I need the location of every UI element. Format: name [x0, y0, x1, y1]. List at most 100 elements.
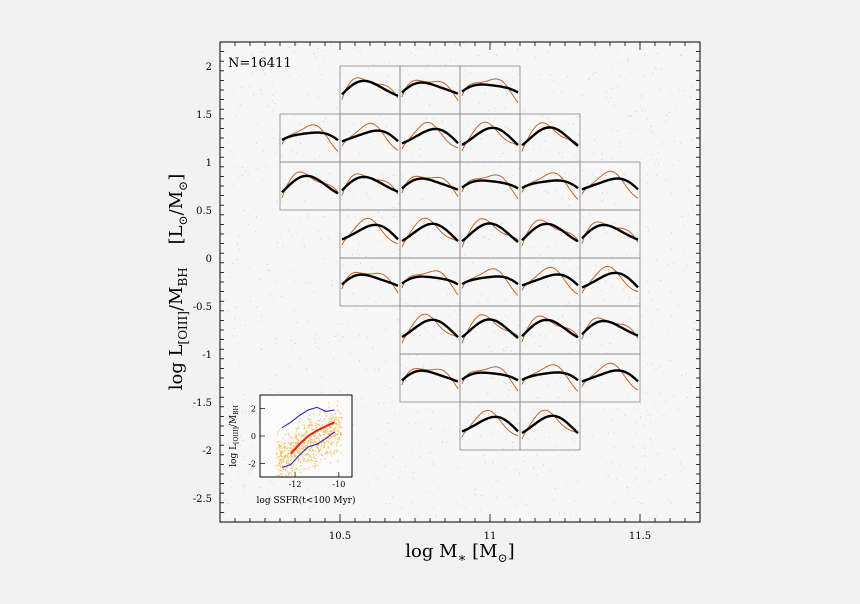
scatter-point [607, 474, 609, 476]
scatter-point [261, 348, 263, 350]
scatter-point [450, 224, 452, 226]
scatter-point [685, 373, 687, 375]
scatter-point [249, 423, 251, 425]
scatter-point [319, 238, 321, 240]
scatter-point [657, 452, 659, 454]
inset-scatter-point [296, 449, 298, 451]
inset-scatter-point [280, 452, 282, 454]
subpanel-orange-curve [461, 121, 519, 152]
scatter-point [396, 319, 398, 320]
scatter-point [543, 464, 545, 466]
scatter-point [669, 181, 671, 183]
scatter-point [613, 222, 615, 224]
inset-scatter-point [322, 441, 324, 443]
scatter-point [428, 231, 430, 233]
inset-scatter-point [332, 424, 334, 426]
scatter-point [487, 300, 489, 301]
scatter-point [307, 215, 309, 217]
scatter-point [373, 478, 375, 480]
scatter-point [618, 228, 620, 230]
scatter-point [577, 267, 579, 268]
scatter-point [394, 377, 396, 379]
inset-scatter-point [290, 442, 292, 444]
scatter-point [419, 456, 421, 457]
inset-scatter-point [332, 442, 334, 444]
scatter-point [556, 178, 558, 180]
scatter-point [434, 304, 436, 306]
inset-scatter-point [302, 435, 304, 437]
scatter-point [528, 367, 530, 369]
scatter-point [461, 302, 463, 304]
subpanel-black-curve [521, 222, 579, 243]
scatter-point [225, 232, 227, 234]
scatter-point [437, 269, 439, 271]
scatter-point [517, 71, 519, 73]
inset-scatter-point [279, 460, 281, 462]
scatter-point [410, 223, 412, 225]
inset-scatter-point [301, 434, 303, 436]
inset-scatter-point [321, 444, 323, 446]
scatter-point [468, 163, 470, 165]
scatter-point [560, 365, 562, 366]
scatter-point [692, 210, 694, 212]
inset-scatter-point [307, 452, 309, 454]
scatter-point [476, 414, 478, 416]
inset-scatter-point [313, 413, 315, 415]
inset-scatter-point [280, 469, 282, 472]
inset-scatter-point [279, 459, 281, 461]
scatter-point [617, 130, 618, 132]
scatter-point [244, 456, 245, 457]
scatter-point [392, 216, 394, 217]
scatter-point [482, 236, 484, 237]
scatter-point [575, 52, 577, 54]
scatter-point [255, 142, 257, 144]
scatter-point [288, 75, 290, 76]
scatter-point [487, 392, 489, 394]
inset-scatter-point [319, 414, 321, 416]
scatter-point [272, 137, 274, 139]
inset-scatter-point [337, 426, 339, 429]
scatter-point [368, 138, 370, 140]
scatter-point [501, 303, 503, 305]
scatter-point [459, 64, 461, 66]
inset-scatter-point [288, 453, 290, 455]
scatter-point [697, 60, 699, 61]
subpanel-black-curve [581, 319, 639, 337]
scatter-point [526, 319, 528, 321]
scatter-point [488, 346, 490, 348]
scatter-point [527, 504, 529, 506]
scatter-point [426, 458, 427, 460]
scatter-point [667, 264, 669, 266]
scatter-point [491, 377, 493, 379]
scatter-point [675, 500, 677, 502]
inset-scatter-point [315, 435, 317, 437]
scatter-point [682, 60, 684, 61]
scatter-point [365, 109, 366, 111]
inset-scatter-point [287, 457, 289, 459]
scatter-point [441, 121, 443, 123]
scatter-point [552, 485, 554, 487]
scatter-point [669, 158, 671, 160]
subpanel-black-curve [341, 223, 399, 241]
scatter-point [315, 351, 317, 353]
scatter-point [501, 222, 503, 224]
scatter-point [694, 321, 696, 323]
scatter-point [559, 421, 561, 423]
scatter-point [551, 429, 553, 431]
inset-scatter-point [306, 459, 309, 461]
scatter-point [640, 503, 642, 505]
scatter-point [464, 255, 466, 257]
scatter-point [278, 73, 280, 75]
scatter-point [293, 486, 295, 488]
inset-scatter-point [291, 474, 293, 476]
scatter-point [388, 62, 390, 64]
scatter-point [374, 473, 376, 475]
scatter-point [535, 277, 537, 278]
scatter-point [512, 77, 514, 78]
scatter-point [622, 325, 624, 327]
scatter-point [652, 72, 654, 74]
scatter-point [628, 296, 630, 298]
inset-scatter-point [290, 472, 292, 474]
scatter-point [325, 494, 326, 496]
inset-scatter-point [338, 450, 340, 452]
